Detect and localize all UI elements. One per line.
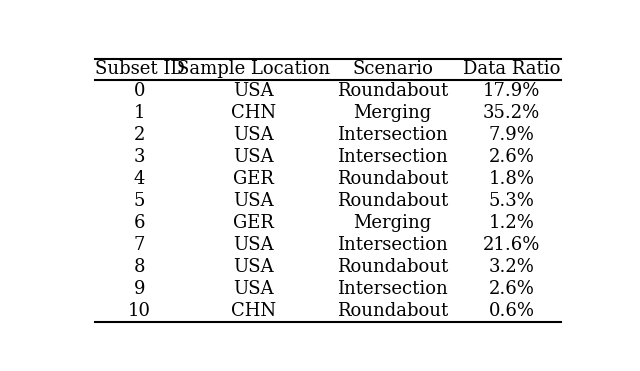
Text: USA: USA — [234, 258, 274, 276]
Text: 2.6%: 2.6% — [488, 148, 534, 166]
Text: 17.9%: 17.9% — [483, 82, 540, 100]
Text: 2: 2 — [134, 126, 145, 144]
Text: Intersection: Intersection — [337, 236, 448, 254]
Text: Sample Location: Sample Location — [177, 60, 330, 79]
Text: Roundabout: Roundabout — [337, 302, 448, 320]
Text: 10: 10 — [128, 302, 151, 320]
Text: USA: USA — [234, 236, 274, 254]
Text: 8: 8 — [134, 258, 145, 276]
Text: 6: 6 — [134, 214, 145, 232]
Text: GER: GER — [233, 170, 274, 188]
Text: Roundabout: Roundabout — [337, 170, 448, 188]
Text: 3: 3 — [134, 148, 145, 166]
Text: 21.6%: 21.6% — [483, 236, 540, 254]
Text: 1: 1 — [134, 104, 145, 122]
Text: Merging: Merging — [353, 104, 431, 122]
Text: 9: 9 — [134, 280, 145, 298]
Text: Roundabout: Roundabout — [337, 258, 448, 276]
Text: GER: GER — [233, 214, 274, 232]
Text: Data Ratio: Data Ratio — [463, 60, 560, 79]
Text: Intersection: Intersection — [337, 126, 448, 144]
Text: Intersection: Intersection — [337, 280, 448, 298]
Text: 5.3%: 5.3% — [488, 192, 534, 210]
Text: USA: USA — [234, 82, 274, 100]
Text: CHN: CHN — [231, 104, 276, 122]
Text: 3.2%: 3.2% — [488, 258, 534, 276]
Text: 1.2%: 1.2% — [488, 214, 534, 232]
Text: Merging: Merging — [353, 214, 431, 232]
Text: 1.8%: 1.8% — [488, 170, 534, 188]
Text: USA: USA — [234, 148, 274, 166]
Text: 35.2%: 35.2% — [483, 104, 540, 122]
Text: 2.6%: 2.6% — [488, 280, 534, 298]
Text: 5: 5 — [134, 192, 145, 210]
Text: Intersection: Intersection — [337, 148, 448, 166]
Text: 0: 0 — [134, 82, 145, 100]
Text: USA: USA — [234, 192, 274, 210]
Text: 7: 7 — [134, 236, 145, 254]
Text: USA: USA — [234, 126, 274, 144]
Text: CHN: CHN — [231, 302, 276, 320]
Text: Scenario: Scenario — [352, 60, 433, 79]
Text: Roundabout: Roundabout — [337, 192, 448, 210]
Text: 7.9%: 7.9% — [488, 126, 534, 144]
Text: USA: USA — [234, 280, 274, 298]
Text: 0.6%: 0.6% — [488, 302, 534, 320]
Text: 4: 4 — [134, 170, 145, 188]
Text: Roundabout: Roundabout — [337, 82, 448, 100]
Text: Subset ID: Subset ID — [95, 60, 184, 79]
